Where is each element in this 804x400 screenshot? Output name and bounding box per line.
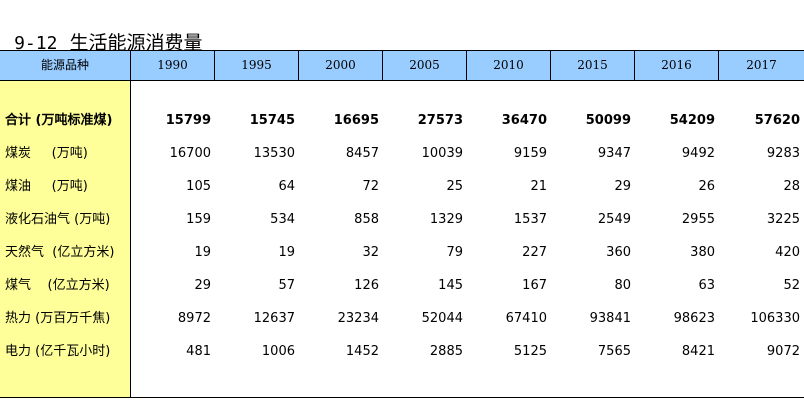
value-cell: 106330 bbox=[750, 311, 800, 326]
value-cell: 159 bbox=[186, 212, 211, 227]
value-cell: 15799 bbox=[165, 113, 211, 128]
value-cell: 64 bbox=[278, 179, 295, 194]
value-cell: 227 bbox=[522, 245, 547, 260]
table-row: 煤炭 (万吨) 16700 13530 8457 10039 9159 9347 9492 92… bbox=[0, 137, 804, 170]
value-cell: 8972 bbox=[177, 311, 211, 326]
year-header: 2015 bbox=[551, 51, 635, 80]
year-header: 1995 bbox=[215, 51, 299, 80]
value-cell: 72 bbox=[362, 179, 379, 194]
value-cell: 28 bbox=[783, 179, 800, 194]
row-label: 液化石油气 (万吨) bbox=[5, 212, 111, 227]
value-cell: 8421 bbox=[681, 344, 715, 359]
row-label: 电力 (亿千瓦小时) bbox=[5, 344, 111, 359]
value-cell: 8457 bbox=[345, 146, 379, 161]
row-label: 煤气 (亿立方米) bbox=[5, 278, 110, 293]
row-label: 煤油 (万吨) bbox=[5, 179, 88, 194]
value-cell: 380 bbox=[690, 245, 715, 260]
value-cell: 13530 bbox=[253, 146, 295, 161]
table-row: 煤油 (万吨) 105 64 72 25 21 29 26 28 bbox=[0, 170, 804, 203]
value-cell: 29 bbox=[614, 179, 631, 194]
value-cell: 19 bbox=[194, 245, 211, 260]
table-header: 能源品种 1990 1995 2000 2005 2010 2015 2016 … bbox=[0, 51, 804, 81]
year-header: 1990 bbox=[131, 51, 215, 80]
page-title: 9-12 生活能源消费量 bbox=[2, 4, 202, 54]
value-cell: 54209 bbox=[669, 113, 715, 128]
row-label: 天然气 (亿立方米) bbox=[5, 245, 115, 260]
value-cell: 67410 bbox=[505, 311, 547, 326]
value-cell: 2549 bbox=[597, 212, 631, 227]
row-label: 热力 (万百万千焦) bbox=[5, 311, 111, 326]
value-cell: 1006 bbox=[261, 344, 295, 359]
year-header: 2016 bbox=[635, 51, 719, 80]
value-cell: 360 bbox=[606, 245, 631, 260]
year-header: 2010 bbox=[467, 51, 551, 80]
value-cell: 52044 bbox=[421, 311, 463, 326]
year-header: 2005 bbox=[383, 51, 467, 80]
category-column bbox=[0, 51, 131, 397]
value-cell: 9347 bbox=[597, 146, 631, 161]
value-cell: 32 bbox=[362, 245, 379, 260]
value-cell: 27573 bbox=[417, 113, 463, 128]
table-row: 煤气 (亿立方米) 29 57 126 145 167 80 63 52 bbox=[0, 269, 804, 302]
value-cell: 57 bbox=[278, 278, 295, 293]
corner-header: 能源品种 bbox=[0, 51, 131, 80]
value-cell: 1537 bbox=[513, 212, 547, 227]
value-cell: 98623 bbox=[673, 311, 715, 326]
table-number: 9-12 bbox=[14, 33, 58, 54]
value-cell: 534 bbox=[270, 212, 295, 227]
table-row: 天然气 (亿立方米) 19 19 32 79 227 360 380 420 bbox=[0, 236, 804, 269]
value-cell: 36470 bbox=[501, 113, 547, 128]
year-header: 2000 bbox=[299, 51, 383, 80]
value-cell: 52 bbox=[783, 278, 800, 293]
value-cell: 145 bbox=[438, 278, 463, 293]
value-cell: 12637 bbox=[253, 311, 295, 326]
value-cell: 9159 bbox=[513, 146, 547, 161]
value-cell: 10039 bbox=[421, 146, 463, 161]
value-cell: 23234 bbox=[337, 311, 379, 326]
value-cell: 481 bbox=[186, 344, 211, 359]
value-cell: 5125 bbox=[513, 344, 547, 359]
value-cell: 7565 bbox=[597, 344, 631, 359]
value-cell: 2885 bbox=[429, 344, 463, 359]
value-cell: 1329 bbox=[429, 212, 463, 227]
value-cell: 3225 bbox=[766, 212, 800, 227]
table-row: 液化石油气 (万吨) 159 534 858 1329 1537 2549 2955 3225 bbox=[0, 203, 804, 236]
row-label: 煤炭 (万吨) bbox=[5, 146, 88, 161]
table-row: 热力 (万百万千焦) 8972 12637 23234 52044 67410 93841 9… bbox=[0, 302, 804, 335]
value-cell: 57620 bbox=[754, 113, 800, 128]
value-cell: 420 bbox=[775, 245, 800, 260]
value-cell: 16695 bbox=[333, 113, 379, 128]
value-cell: 21 bbox=[530, 179, 547, 194]
value-cell: 1452 bbox=[345, 344, 379, 359]
value-cell: 93841 bbox=[589, 311, 631, 326]
value-cell: 126 bbox=[354, 278, 379, 293]
value-cell: 15745 bbox=[249, 113, 295, 128]
year-header: 2017 bbox=[746, 58, 777, 72]
table-row: 电力 (亿千瓦小时) 481 1006 1452 2885 5125 7565 8421 907… bbox=[0, 335, 804, 368]
value-cell: 105 bbox=[186, 179, 211, 194]
value-cell: 167 bbox=[522, 278, 547, 293]
row-label: 合计 (万吨标准煤) bbox=[5, 113, 113, 128]
value-cell: 79 bbox=[446, 245, 463, 260]
value-cell: 2955 bbox=[681, 212, 715, 227]
value-cell: 19 bbox=[278, 245, 295, 260]
value-cell: 16700 bbox=[169, 146, 211, 161]
table-row: 合计 (万吨标准煤) 15799 15745 16695 27573 36470 50099… bbox=[0, 104, 804, 137]
value-cell: 9283 bbox=[766, 146, 800, 161]
data-table: 能源品种 1990 1995 2000 2005 2010 2015 2016 … bbox=[0, 50, 804, 398]
value-cell: 25 bbox=[446, 179, 463, 194]
value-cell: 29 bbox=[194, 278, 211, 293]
value-cell: 858 bbox=[354, 212, 379, 227]
value-cell: 9492 bbox=[681, 146, 715, 161]
value-cell: 80 bbox=[614, 278, 631, 293]
value-cell: 9072 bbox=[766, 344, 800, 359]
value-cell: 63 bbox=[698, 278, 715, 293]
table-title: 生活能源消费量 bbox=[69, 32, 203, 54]
value-cell: 26 bbox=[698, 179, 715, 194]
value-cell: 50099 bbox=[585, 113, 631, 128]
